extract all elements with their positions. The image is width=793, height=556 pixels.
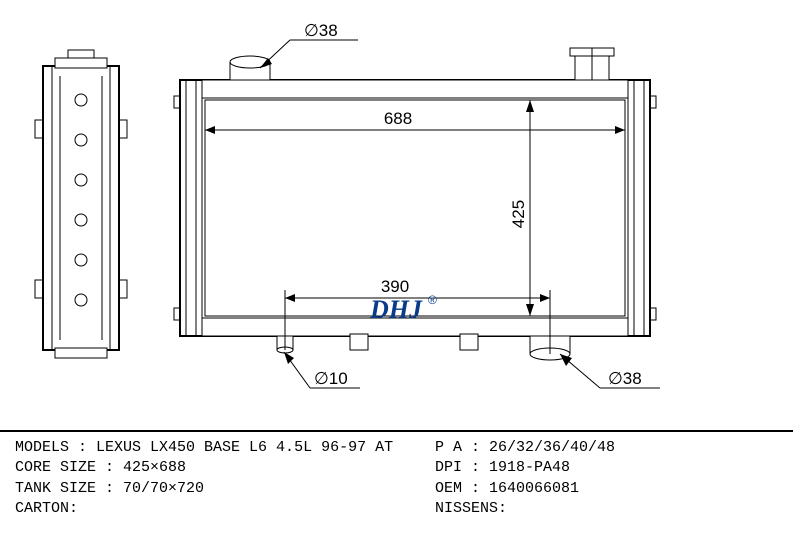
label-nissens: NISSENS xyxy=(435,500,498,517)
spec-row-1: MODELS : LEXUS LX450 BASE L6 4.5L 96-97 … xyxy=(15,438,778,458)
dim-bottom-large: ∅38 xyxy=(608,369,642,388)
dim-bottom-span: 390 xyxy=(381,277,409,296)
label-oem: OEM xyxy=(435,480,471,497)
spec-row-2: CORE SIZE : 425×688 DPI : 1918-PA48 xyxy=(15,458,778,478)
label-core: CORE SIZE xyxy=(15,459,105,476)
spec-row-4: CARTON: NISSENS: xyxy=(15,499,778,519)
label-carton: CARTON xyxy=(15,500,69,517)
label-models: MODELS xyxy=(15,439,78,456)
label-dpi: DPI xyxy=(435,459,471,476)
value-oem: 1640066081 xyxy=(489,480,579,497)
spec-table: MODELS : LEXUS LX450 BASE L6 4.5L 96-97 … xyxy=(15,438,778,519)
value-pa: 26/32/36/40/48 xyxy=(489,439,615,456)
dim-inner-height: 425 xyxy=(509,200,528,228)
diagram-area: ∅38 688 425 390 ∅10 ∅38 DH xyxy=(0,0,793,430)
value-dpi: 1918-PA48 xyxy=(489,459,570,476)
value-tank: 70/70×720 xyxy=(123,480,204,497)
drawing-svg: ∅38 688 425 390 ∅10 ∅38 DH xyxy=(0,0,793,430)
side-view xyxy=(35,50,127,358)
label-tank: TANK SIZE xyxy=(15,480,105,497)
spec-row-3: TANK SIZE : 70/70×720 OEM : 1640066081 xyxy=(15,479,778,499)
value-core: 425×688 xyxy=(123,459,186,476)
dim-inner-width: 688 xyxy=(384,109,412,128)
dim-top-port: ∅38 xyxy=(304,21,338,40)
divider-line xyxy=(0,430,793,432)
label-pa: P A xyxy=(435,439,471,456)
logo-suffix: ® xyxy=(428,293,437,307)
value-models: LEXUS LX450 BASE L6 4.5L 96-97 AT xyxy=(96,439,393,456)
dim-bottom-small: ∅10 xyxy=(314,369,348,388)
logo-text: DHJ xyxy=(369,295,423,324)
